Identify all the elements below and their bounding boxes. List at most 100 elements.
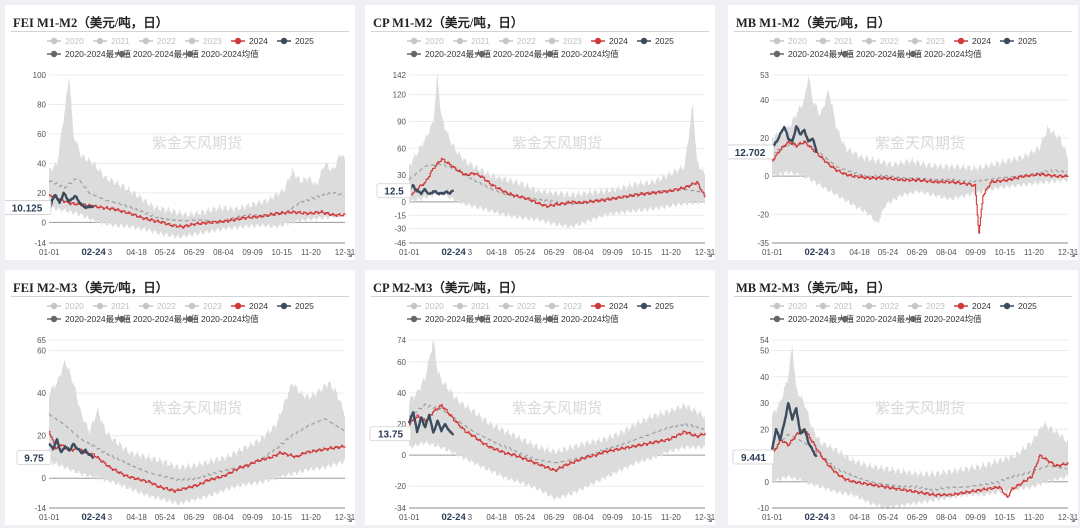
range-band	[409, 72, 705, 229]
legend-item-stat[interactable]: 2020-2024最小值	[838, 314, 923, 324]
resize-handle[interactable]	[708, 518, 712, 522]
legend-label: 2020-2024最小值	[856, 49, 923, 59]
legend-item-stat[interactable]: 2020-2024均值	[906, 314, 982, 324]
legend-item-2021[interactable]: 2021	[93, 36, 130, 46]
legend-item-2022[interactable]: 2022	[139, 36, 176, 46]
x-tick-label: 11-20	[1024, 248, 1044, 257]
series-2025-line	[408, 183, 455, 196]
x-axis: 01-01 02-24 3 04-18 05-24 06-29 08-04 09-09 10-1…	[399, 507, 715, 523]
legend-item-2024[interactable]: 2024	[954, 36, 991, 46]
legend-item-2020[interactable]: 2020	[407, 36, 444, 46]
legend-label: 2024	[609, 36, 628, 46]
resize-handle[interactable]	[348, 253, 352, 257]
legend-item-stat[interactable]: 2020-2024最大值	[407, 314, 492, 324]
legend-item-stat[interactable]: 2020-2024均值	[543, 314, 619, 324]
legend-marker	[546, 315, 554, 323]
legend-item-2021[interactable]: 2021	[453, 301, 490, 311]
legend-item-stat[interactable]: 2020-2024最小值	[115, 49, 200, 59]
legend-item-stat[interactable]: 2020-2024最小值	[115, 314, 200, 324]
legend-item-2024[interactable]: 2024	[591, 36, 628, 46]
legend-item-2025[interactable]: 2025	[277, 301, 314, 311]
legend-item-2024[interactable]: 2024	[231, 301, 268, 311]
legend-item-stat[interactable]: 2020-2024最小值	[838, 49, 923, 59]
legend-item-2020[interactable]: 2020	[47, 301, 84, 311]
legend-item-2023[interactable]: 2023	[545, 36, 582, 46]
y-tick-label: 50	[760, 347, 769, 356]
legend-item-2025[interactable]: 2025	[277, 36, 314, 46]
legend-item-2022[interactable]: 2022	[862, 301, 899, 311]
x-tick-label: 10-15	[272, 248, 293, 257]
series-2025-line	[770, 401, 818, 458]
resize-handle[interactable]	[1071, 518, 1075, 522]
legend-item-stat[interactable]: 2020-2024最大值	[47, 49, 132, 59]
legend-item-2020[interactable]: 2020	[47, 36, 84, 46]
legend-item-stat[interactable]: 2020-2024最大值	[407, 49, 492, 59]
legend-item-2025[interactable]: 2025	[637, 301, 674, 311]
series-2024-line	[49, 430, 346, 493]
y-tick-label: 74	[397, 336, 406, 345]
legend-item-2021[interactable]: 2021	[93, 301, 130, 311]
legend-marker	[234, 37, 242, 45]
legend-item-stat[interactable]: 2020-2024最大值	[770, 49, 855, 59]
legend-item-stat[interactable]: 2020-2024最大值	[47, 314, 132, 324]
x-tick-label: 12-31	[335, 513, 355, 522]
legend-item-2021[interactable]: 2021	[816, 36, 853, 46]
legend-item-2025[interactable]: 2025	[1000, 36, 1037, 46]
range-band	[49, 359, 345, 506]
legend-item-2022[interactable]: 2022	[139, 301, 176, 311]
legend-item-2023[interactable]: 2023	[545, 301, 582, 311]
legend-item-2023[interactable]: 2023	[185, 36, 222, 46]
legend-item-2024[interactable]: 2024	[954, 301, 991, 311]
chart-title: FEI M1-M2（美元/吨，日）	[13, 16, 169, 30]
legend-item-2023[interactable]: 2023	[185, 301, 222, 311]
legend-item-2024[interactable]: 2024	[231, 36, 268, 46]
legend-label: 2020	[65, 36, 84, 46]
y-tick-label: 60	[397, 358, 406, 367]
resize-handle[interactable]	[348, 518, 352, 522]
legend-item-2022[interactable]: 2022	[499, 36, 536, 46]
legend-marker	[142, 302, 150, 310]
legend-item-stat[interactable]: 2020-2024最小值	[475, 314, 560, 324]
legend-item-2021[interactable]: 2021	[453, 36, 490, 46]
legend-item-2023[interactable]: 2023	[908, 301, 945, 311]
legend-item-stat[interactable]: 2020-2024最小值	[475, 49, 560, 59]
legend-item-stat[interactable]: 2020-2024均值	[183, 314, 259, 324]
legend-item-2020[interactable]: 2020	[770, 36, 807, 46]
callout-box	[732, 449, 775, 465]
legend-item-2024[interactable]: 2024	[591, 301, 628, 311]
legend-marker	[911, 37, 919, 45]
resize-handle[interactable]	[708, 253, 712, 257]
legend-item-2021[interactable]: 2021	[816, 301, 853, 311]
legend-item-stat[interactable]: 2020-2024最大值	[770, 314, 855, 324]
legend-item-2025[interactable]: 2025	[1000, 301, 1037, 311]
legend-item-2020[interactable]: 2020	[407, 301, 444, 311]
x-tick-label: 09-09	[602, 248, 623, 257]
legend-item-2025[interactable]: 2025	[637, 36, 674, 46]
series-2024-line	[772, 428, 1069, 498]
y-tick-label: 20	[760, 425, 769, 434]
legend-item-stat[interactable]: 2020-2024均值	[183, 49, 259, 59]
x-tick-label: 11-20	[301, 513, 321, 522]
series-2025-line	[48, 438, 95, 460]
y-tick-label: 0	[402, 451, 407, 460]
legend-item-2022[interactable]: 2022	[862, 36, 899, 46]
legend-item-stat[interactable]: 2020-2024均值	[906, 49, 982, 59]
legend-item-2020[interactable]: 2020	[770, 301, 807, 311]
callout-value: 9.75	[24, 453, 44, 464]
legend-label: 2022	[157, 301, 176, 311]
resize-handle[interactable]	[1071, 253, 1075, 257]
legend-item-stat[interactable]: 2020-2024均值	[543, 49, 619, 59]
legend-label: 2022	[157, 36, 176, 46]
y-tick-label: 40	[37, 159, 46, 168]
chart-panel-fei-m2m3: FEI M2-M3（美元/吨，日） 2020 2021 2022 2023 2024 20…	[5, 270, 355, 525]
legend-label: 2020	[425, 301, 444, 311]
y-tick-label: 60	[37, 347, 46, 356]
legend-marker	[865, 37, 873, 45]
legend-marker	[865, 302, 873, 310]
legend-label: 2021	[111, 301, 130, 311]
legend-item-2023[interactable]: 2023	[908, 36, 945, 46]
legend-item-2022[interactable]: 2022	[499, 301, 536, 311]
